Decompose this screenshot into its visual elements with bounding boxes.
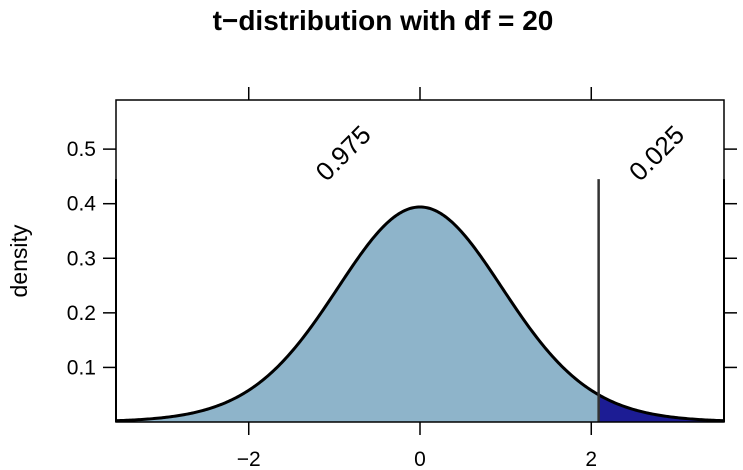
- x-axis: −2 0 2: [237, 87, 597, 470]
- y-axis-label: density: [6, 224, 32, 297]
- probability-label: 0.975: [310, 119, 377, 186]
- probability-region-2: [598, 394, 724, 422]
- x-tick-label: −2: [237, 448, 261, 470]
- probability-regions: [115, 179, 725, 422]
- y-axis: 0.1 0.2 0.3 0.4 0.5: [67, 138, 737, 379]
- y-tick-label: 0.2: [67, 302, 96, 325]
- probability-annotations: 0.975 0.025: [310, 119, 691, 186]
- y-tick-label: 0.4: [67, 193, 97, 216]
- y-tick-label: 0.1: [67, 356, 96, 379]
- x-tick-label: 0: [414, 448, 426, 470]
- chart-title: t−distribution with df = 20: [213, 5, 554, 36]
- y-tick-label: 0.5: [67, 138, 96, 161]
- x-tick-label: 2: [585, 448, 597, 470]
- probability-region-1: [116, 206, 599, 422]
- probability-label: 0.025: [623, 119, 690, 186]
- density-curve: [115, 205, 725, 423]
- y-tick-label: 0.3: [67, 247, 96, 270]
